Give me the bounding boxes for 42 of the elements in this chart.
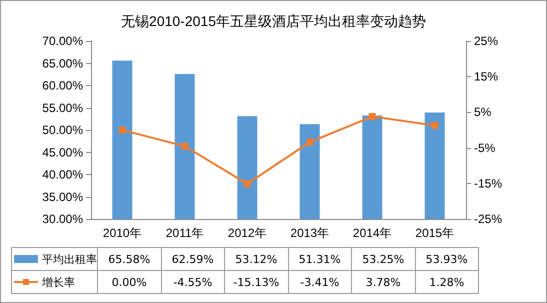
data-label: -3.41% (288, 270, 352, 294)
x-tick-label: 2014年 (352, 226, 392, 240)
y-tick-label: 50.00% (42, 123, 84, 137)
data-label: -15.13% (224, 270, 288, 294)
point (431, 122, 438, 129)
y-tick-label: 60.00% (42, 78, 84, 92)
data-label: 1.28% (415, 270, 478, 294)
point (368, 113, 376, 120)
y2-tick-label: -15% (474, 176, 502, 190)
y-tick-label: 45.00% (42, 145, 84, 160)
y2-tick-label: -25% (474, 212, 502, 226)
x-tick-label: 2010年 (102, 226, 142, 240)
y-tick-label: 65.00% (42, 56, 84, 70)
y-tick-label: 30.00% (42, 212, 84, 226)
point (181, 142, 188, 150)
y2-tick-label: -5% (474, 140, 496, 155)
y-tick-label: 70.00% (42, 34, 84, 48)
point (306, 138, 314, 146)
data-label: 53.93% (415, 248, 478, 270)
x-tick-label: 2013年 (290, 226, 330, 240)
data-label: 3.78% (352, 270, 415, 294)
x-tick-label: 2015年 (415, 226, 454, 240)
data-label: 51.31% (288, 248, 352, 270)
data-label: 53.25% (352, 248, 415, 270)
y2-tick-label: 5% (474, 105, 492, 120)
point (244, 180, 251, 188)
data-label: 65.58% (98, 248, 161, 270)
y-tick-label: 35.00% (42, 190, 84, 204)
legend-label: 增长率 (42, 276, 75, 288)
data-label: 0.00% (98, 270, 161, 294)
y2-tick-label: 15% (474, 70, 498, 84)
legend-label: 平均出租率 (42, 252, 97, 266)
y-tick-label: 55.00% (42, 100, 84, 115)
x-tick-label: 2011年 (166, 226, 204, 240)
data-label: 53.12% (224, 248, 288, 270)
chart-title: 无锡2010-2015年五星级酒店平均出租率变动趋势 (121, 13, 426, 29)
y2-tick-label: 25% (474, 34, 498, 48)
x-tick-label: 2012年 (228, 226, 267, 240)
data-label: 62.59% (161, 248, 224, 270)
y-tick-label: 40.00% (42, 168, 84, 182)
data-label: -4.55% (161, 270, 224, 294)
point (118, 126, 126, 134)
